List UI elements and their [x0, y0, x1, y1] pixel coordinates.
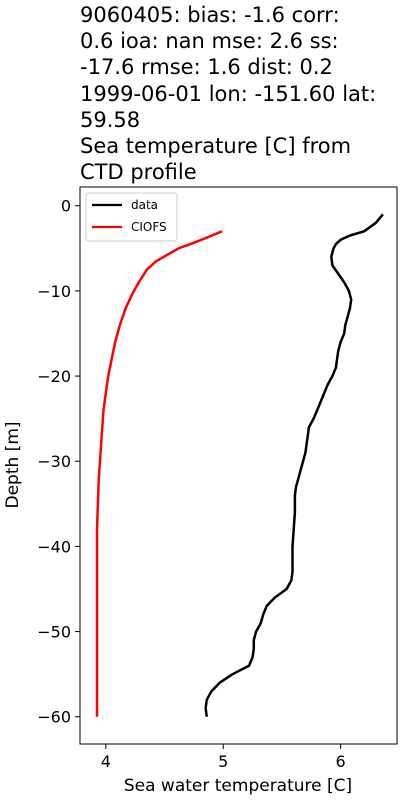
- title-line: 9060405: bias: -1.6 corr:: [80, 3, 340, 27]
- title-line: 0.6 ioa: nan mse: 2.6 ss:: [80, 29, 339, 54]
- y-tick-label: −20: [37, 367, 71, 386]
- series-line-data: [204, 213, 384, 717]
- title-line: Sea temperature [C] from: [80, 134, 352, 159]
- series-layer: [95, 213, 384, 717]
- series-line-ciofs: [95, 230, 223, 717]
- chart-title: 9060405: bias: -1.6 corr: 0.6 ioa: nan m…: [80, 2, 398, 185]
- y-tick-label: −30: [37, 452, 71, 471]
- title-line: 1999-06-01 lon: -151.60 lat:: [80, 81, 377, 106]
- y-tick-label: −10: [37, 282, 71, 301]
- plot-frame: [79, 186, 398, 745]
- y-axis-label: Depth [m]: [3, 421, 23, 508]
- y-tick-label: 0: [61, 197, 71, 216]
- title-line: CTD profile: [80, 160, 197, 185]
- x-tick-label: 5: [218, 752, 228, 771]
- title-line: 59.58: [80, 107, 141, 132]
- y-tick-label: −40: [37, 537, 71, 556]
- legend: data CIOFS: [85, 192, 178, 242]
- legend-label-data: data: [131, 198, 158, 212]
- y-tick-label: −60: [37, 708, 71, 727]
- x-axis-label: Sea water temperature [C]: [124, 776, 352, 796]
- x-tick-label: 6: [336, 752, 346, 771]
- title-line: -17.6 rmse: 1.6 dist: 0.2: [80, 55, 333, 80]
- legend-label-ciofs: CIOFS: [131, 220, 167, 234]
- ticks-layer: 4 5 6 0 −10 −20 −30 −40 −50 −60: [37, 197, 346, 771]
- y-tick-label: −50: [37, 623, 71, 642]
- x-tick-label: 4: [101, 752, 111, 771]
